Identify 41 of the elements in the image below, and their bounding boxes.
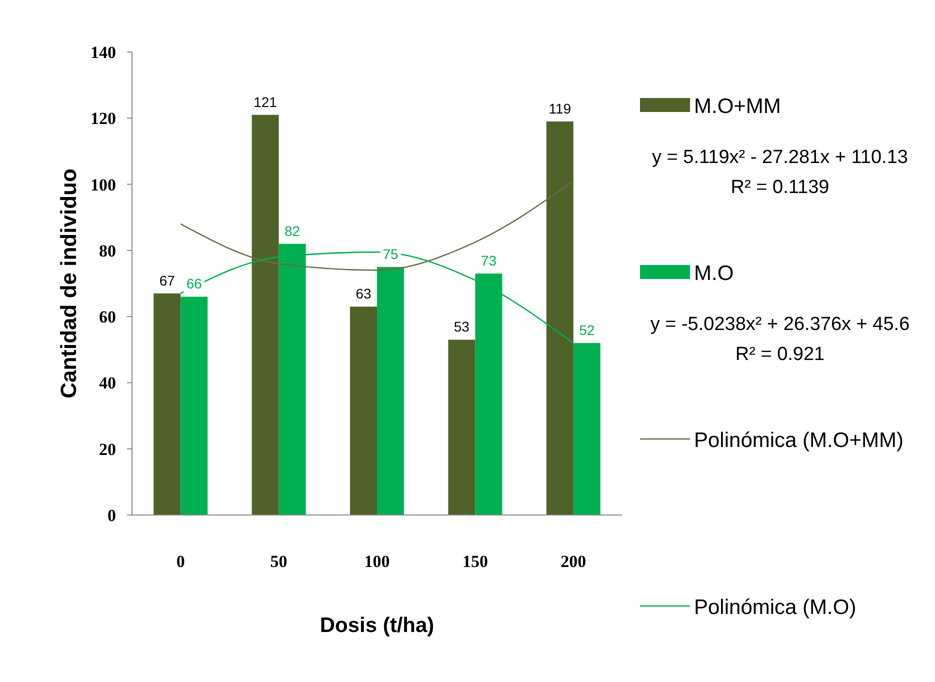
y-tick-label: 0 <box>108 506 116 525</box>
bar <box>546 121 574 515</box>
bar <box>154 293 181 515</box>
data-label: 73 <box>480 252 497 269</box>
data-label: 75 <box>382 246 398 262</box>
x-tick-label: 100 <box>364 552 390 571</box>
text: R² = 0.921 <box>735 344 825 365</box>
data-label: 121 <box>254 94 278 110</box>
x-tick-label: 50 <box>270 552 288 571</box>
x-tick-label: 200 <box>560 552 586 571</box>
bar <box>350 306 377 515</box>
data-label: 53 <box>454 318 470 335</box>
y-axis-title: Cantidad de individuo <box>56 168 81 398</box>
text: R² = 0.1139 <box>730 177 830 198</box>
data-label: 66 <box>186 276 202 292</box>
y-tick-label: 20 <box>99 440 116 459</box>
bar <box>377 266 404 515</box>
data-label: 82 <box>284 222 300 239</box>
x-axis-title: Dosis (t/ha) <box>320 614 434 637</box>
text: y = -5.0238x² + 26.376x + 45.6 <box>650 314 910 335</box>
bar <box>252 114 279 515</box>
legend-label: Polinómica (M.O+MM) <box>694 429 904 452</box>
x-tick-label: 0 <box>176 552 185 571</box>
data-label: 119 <box>548 100 572 116</box>
legend-label: M.O+MM <box>694 95 781 118</box>
text: y = 5.119x² - 27.281x + 110.13 <box>652 147 908 168</box>
x-tick-label: 150 <box>462 552 488 571</box>
y-tick-label: 120 <box>90 109 116 128</box>
data-label: 52 <box>579 322 595 338</box>
y-tick-label: 40 <box>99 374 116 393</box>
line-series <box>180 180 574 271</box>
y-tick-label: 80 <box>99 241 116 260</box>
data-label: 63 <box>356 286 372 302</box>
y-tick-label: 140 <box>90 43 116 62</box>
y-tick-label: 60 <box>99 308 116 327</box>
legend-label: Polinómica (M.O) <box>694 596 856 619</box>
legend-label: M.O <box>694 262 734 285</box>
bar <box>448 340 476 515</box>
y-tick-label: 100 <box>90 175 116 194</box>
data-label: 67 <box>159 272 176 288</box>
bar <box>180 296 208 515</box>
